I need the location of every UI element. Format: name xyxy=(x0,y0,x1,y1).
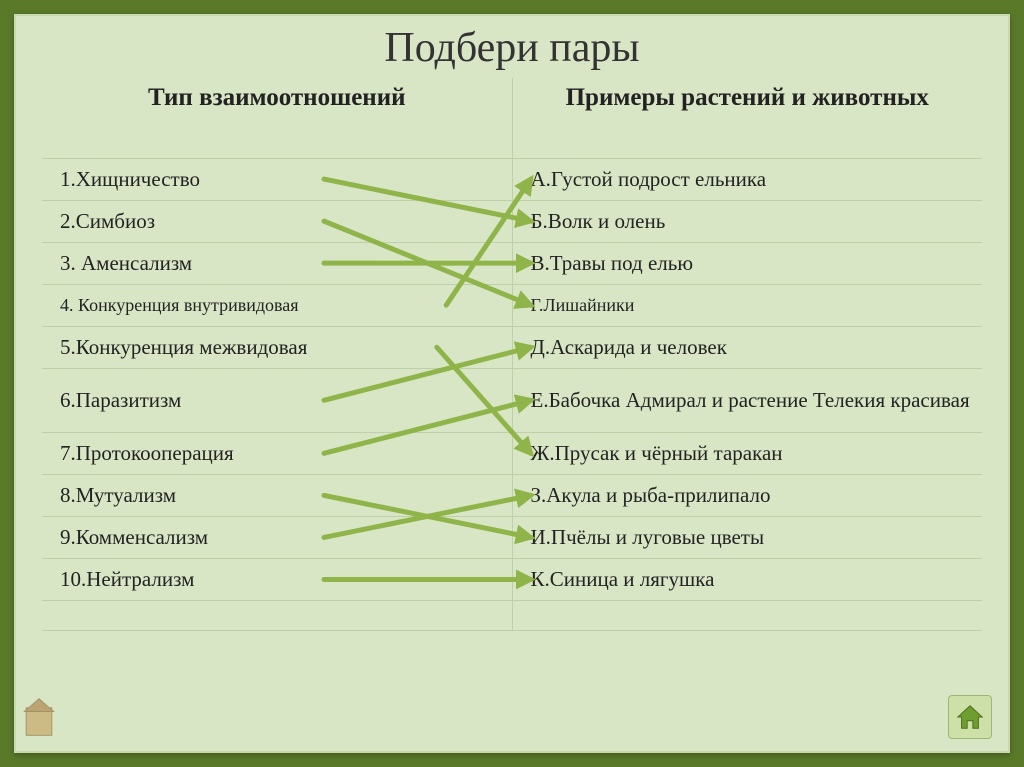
table-row: 2.СимбиозБ.Волк и олень xyxy=(42,200,982,242)
left-item: 7.Протокооперация xyxy=(42,432,512,474)
left-item: 4. Конкуренция внутривидовая xyxy=(42,284,512,326)
header-right: Примеры растений и животных xyxy=(512,78,982,158)
slide: Подбери пары Тип взаимоотношений Примеры… xyxy=(14,14,1010,753)
right-item: Ж.Прусак и чёрный таракан xyxy=(512,432,982,474)
right-item: Б.Волк и олень xyxy=(512,200,982,242)
right-item: И.Пчёлы и луговые цветы xyxy=(512,516,982,558)
right-item: А.Густой подрост ельника xyxy=(512,158,982,200)
match-table: Тип взаимоотношений Примеры растений и ж… xyxy=(42,78,982,631)
left-item: 10.Нейтрализм xyxy=(42,558,512,600)
right-item: Г.Лишайники xyxy=(512,284,982,326)
home-button[interactable] xyxy=(948,695,992,739)
right-item: В.Травы под елью xyxy=(512,242,982,284)
matching-grid: Тип взаимоотношений Примеры растений и ж… xyxy=(42,78,982,631)
table-row: 9.КомменсализмИ.Пчёлы и луговые цветы xyxy=(42,516,982,558)
table-row: 10.НейтрализмК.Синица и лягушка xyxy=(42,558,982,600)
table-row: 8.МутуализмЗ.Акула и рыба-прилипало xyxy=(42,474,982,516)
table-row: 4. Конкуренция внутривидоваяГ.Лишайники xyxy=(42,284,982,326)
left-item xyxy=(42,600,512,630)
table-row: 1.ХищничествоА.Густой подрост ельника xyxy=(42,158,982,200)
table-row: 7.ПротокооперацияЖ.Прусак и чёрный тарак… xyxy=(42,432,982,474)
table-row: 3. АменсализмВ.Травы под елью xyxy=(42,242,982,284)
left-item: 3. Аменсализм xyxy=(42,242,512,284)
table-row: 6.ПаразитизмЕ.Бабочка Адмирал и растение… xyxy=(42,368,982,432)
right-item xyxy=(512,600,982,630)
table-row: 5.Конкуренция межвидоваяД.Аскарида и чел… xyxy=(42,326,982,368)
left-item: 6.Паразитизм xyxy=(42,368,512,432)
right-item: Д.Аскарида и человек xyxy=(512,326,982,368)
header-left: Тип взаимоотношений xyxy=(42,78,512,158)
left-item: 8.Мутуализм xyxy=(42,474,512,516)
left-item: 5.Конкуренция межвидовая xyxy=(42,326,512,368)
right-item: З.Акула и рыба-прилипало xyxy=(512,474,982,516)
left-item: 2.Симбиоз xyxy=(42,200,512,242)
home-icon xyxy=(955,702,985,732)
left-item: 9.Комменсализм xyxy=(42,516,512,558)
right-item: К.Синица и лягушка xyxy=(512,558,982,600)
page-title: Подбери пары xyxy=(42,24,982,72)
table-row xyxy=(42,600,982,630)
left-item: 1.Хищничество xyxy=(42,158,512,200)
right-item: Е.Бабочка Адмирал и растение Телекия кра… xyxy=(512,368,982,432)
decorative-icon xyxy=(20,695,58,739)
